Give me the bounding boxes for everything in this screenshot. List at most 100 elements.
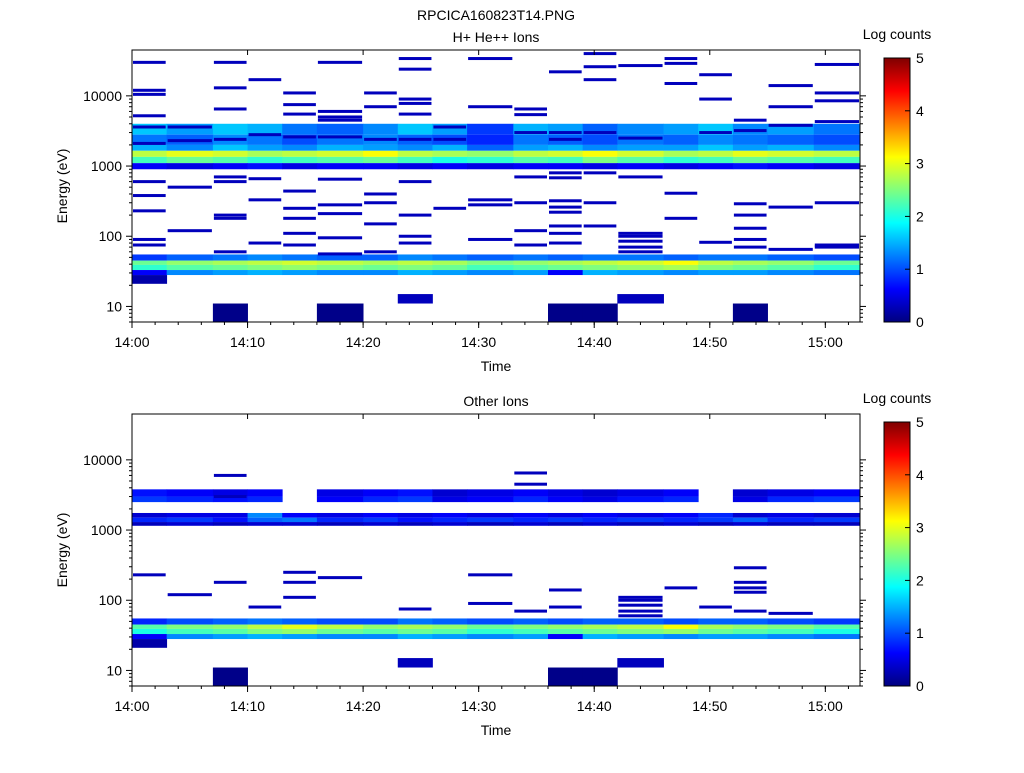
heatmap-cell: [283, 595, 316, 599]
heatmap-cell: [132, 489, 168, 497]
heatmap-cell: [212, 270, 248, 276]
heatmap-cell: [132, 150, 168, 157]
heatmap-cell: [768, 84, 813, 88]
heatmap-cell: [398, 180, 432, 184]
heatmap-cell: [133, 125, 166, 129]
heatmap-cell: [432, 517, 468, 523]
heatmap-cell: [698, 134, 734, 145]
heatmap-cell: [364, 201, 397, 205]
x-tick-label: 14:40: [577, 698, 612, 714]
heatmap-cell: [813, 522, 861, 526]
heatmap-cell: [583, 52, 617, 56]
heatmap-cell: [316, 123, 364, 135]
heatmap-cell: [166, 123, 214, 135]
x-tick-label: 14:30: [461, 698, 496, 714]
heatmap-cell: [282, 517, 318, 523]
heatmap-cell: [617, 512, 664, 518]
heatmap-cell: [513, 496, 549, 503]
heatmap-cell: [167, 125, 212, 129]
heatmap-cell: [582, 517, 618, 523]
x-tick-label: 14:30: [461, 334, 496, 350]
heatmap-cell: [467, 264, 514, 271]
heatmap-cell: [432, 270, 468, 276]
heatmap-cell: [617, 163, 664, 170]
heatmap-cell: [814, 243, 859, 247]
heatmap-cell: [166, 522, 214, 526]
heatmap-cell: [468, 203, 513, 207]
heatmap-cell: [282, 522, 318, 526]
heatmap-cell: [433, 206, 467, 210]
x-tick-label: 14:20: [346, 334, 381, 350]
heatmap-cell: [698, 150, 734, 157]
heatmap-cell: [617, 254, 664, 261]
heatmap-cell: [733, 129, 767, 133]
heatmap-cell: [213, 213, 247, 217]
heatmap-cell: [582, 628, 618, 635]
heatmap-cell: [363, 144, 399, 151]
heatmap-cell: [767, 628, 815, 635]
heatmap-cell: [133, 141, 166, 145]
heatmap-cell: [133, 209, 166, 213]
heatmap-cell: [813, 163, 861, 170]
heatmap-cell: [767, 522, 815, 526]
heatmap-cell: [397, 150, 433, 157]
heatmap-cell: [768, 105, 813, 109]
heatmap-cell: [513, 150, 549, 157]
heatmap-cell: [813, 489, 861, 497]
colorbar-tick-label: 5: [916, 50, 924, 66]
heatmap-cell: [132, 639, 168, 648]
heatmap-cell: [167, 229, 212, 233]
heatmap-cell: [548, 624, 584, 629]
heatmap-cell: [317, 177, 363, 181]
heatmap-cell: [132, 517, 168, 523]
heatmap-cell: [548, 163, 584, 170]
heatmap-cell: [514, 482, 547, 486]
heatmap-cell: [814, 99, 859, 103]
heatmap-cell: [363, 123, 399, 135]
heatmap-cell: [813, 496, 861, 503]
heatmap-cell: [467, 634, 514, 640]
heatmap-cell: [432, 264, 468, 271]
heatmap-cell: [732, 496, 768, 503]
heatmap-cell: [166, 517, 214, 523]
heatmap-cell: [813, 260, 861, 265]
heatmap-cell: [663, 624, 699, 629]
heatmap-cell: [316, 260, 364, 265]
heatmap-cell: [768, 611, 813, 615]
heatmap-cell: [767, 150, 815, 157]
colorbar-gradient: [883, 57, 911, 323]
heatmap-cell: [663, 270, 699, 276]
heatmap-cell: [132, 264, 168, 271]
heatmap-cell: [166, 634, 214, 640]
heatmap-cell: [397, 618, 433, 625]
heatmap-cell: [317, 115, 363, 119]
heatmap-cell: [212, 254, 248, 261]
heatmap-cell: [363, 634, 399, 640]
heatmap-cell: [212, 260, 248, 265]
heatmap-cell: [248, 198, 282, 202]
heatmap-cell: [247, 522, 283, 526]
heatmap-cell: [513, 264, 549, 271]
heatmap-cell: [582, 134, 618, 145]
heatmap-cell: [732, 254, 768, 261]
heatmap-cell: [513, 517, 549, 523]
heatmap-cell: [583, 65, 617, 69]
heatmap-cell: [167, 139, 212, 143]
colorbar: 0 1 2 3 4 5 Log counts: [863, 390, 932, 694]
heatmap-cell: [664, 57, 698, 61]
heatmap-cell: [247, 512, 283, 518]
heatmap-cell: [468, 198, 513, 202]
heatmap-cell: [467, 260, 514, 265]
heatmap-cell: [397, 496, 433, 503]
heatmap-cell: [364, 250, 397, 254]
heatmap-cell: [282, 270, 318, 276]
heatmap-cell: [618, 175, 663, 179]
colorbar-tick-label: 2: [916, 572, 924, 588]
heatmap-cell: [213, 107, 247, 111]
heatmap-cell: [467, 156, 514, 164]
heatmap-cell: [363, 150, 399, 157]
heatmap-cell: [514, 201, 547, 205]
heatmap-cell: [582, 634, 618, 640]
y-tick-label: 10: [106, 298, 122, 314]
